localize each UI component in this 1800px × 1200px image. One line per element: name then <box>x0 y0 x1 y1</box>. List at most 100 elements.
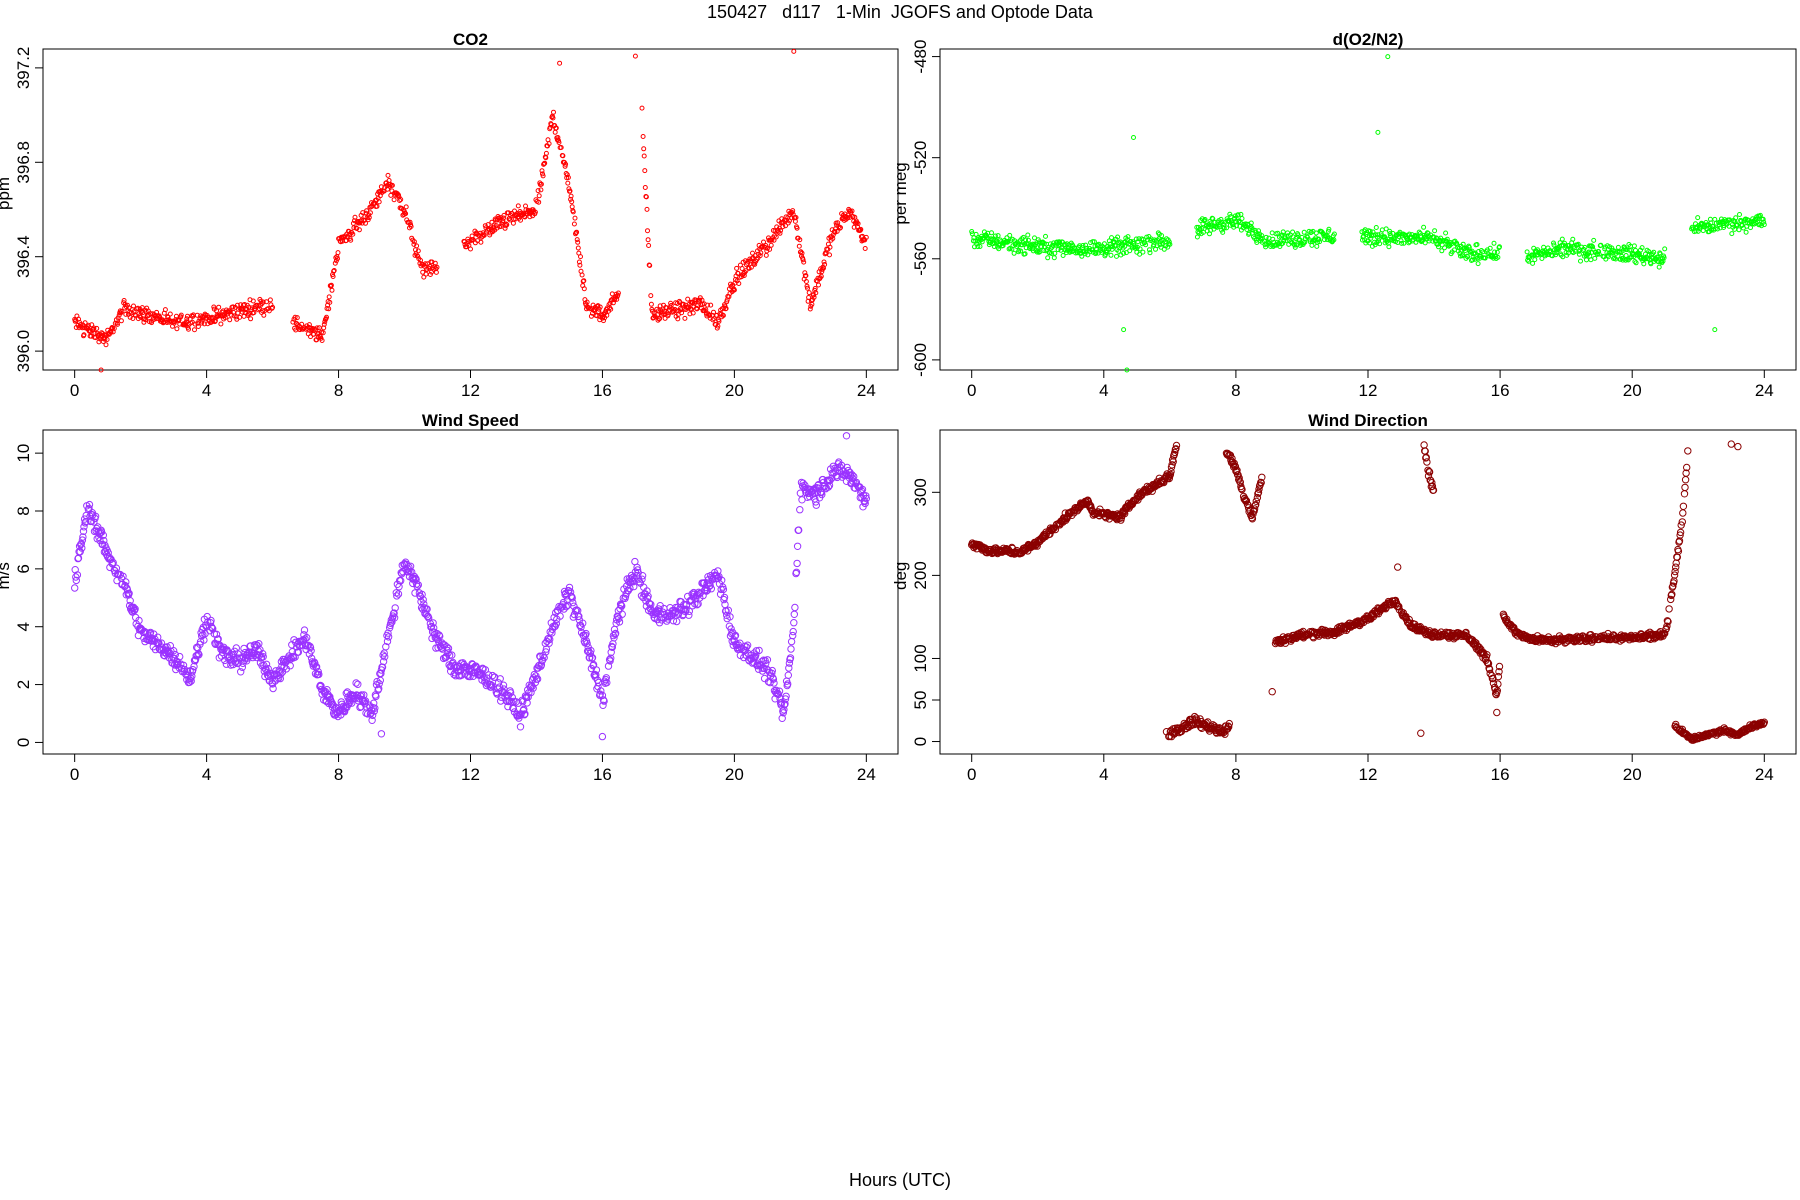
data-point <box>189 666 197 674</box>
data-point <box>510 220 516 226</box>
data-point <box>260 299 266 305</box>
data-point <box>1493 708 1501 717</box>
data-point <box>1695 215 1701 221</box>
x-tick-label: 8 <box>334 765 343 784</box>
data-point <box>1007 232 1013 238</box>
data-point <box>1297 243 1303 248</box>
data-point <box>99 330 105 336</box>
data-point <box>1401 240 1407 246</box>
data-point <box>802 270 808 276</box>
data-point <box>639 105 645 111</box>
data-point <box>1144 234 1150 240</box>
data-point <box>169 647 178 655</box>
data-point <box>615 292 621 298</box>
data-point <box>805 285 810 291</box>
data-point <box>1582 244 1588 250</box>
data-point <box>176 652 184 661</box>
scatter-points <box>72 48 869 373</box>
data-point <box>267 297 273 303</box>
data-point <box>640 134 646 139</box>
data-point <box>811 294 817 300</box>
data-point <box>1470 257 1476 263</box>
data-point <box>123 586 132 594</box>
data-point <box>739 266 745 271</box>
data-point <box>1651 249 1657 255</box>
data-point <box>360 210 366 216</box>
data-point <box>749 256 755 262</box>
x-tick-label: 4 <box>1099 381 1108 400</box>
data-point <box>576 259 582 265</box>
data-point <box>1239 216 1245 221</box>
data-point <box>752 261 758 267</box>
data-point <box>1662 246 1668 252</box>
data-point <box>1411 234 1417 240</box>
data-point <box>330 274 336 279</box>
data-point <box>1639 245 1645 251</box>
data-point <box>540 173 546 179</box>
data-point <box>77 540 86 548</box>
data-point <box>95 530 104 538</box>
data-point <box>789 627 797 636</box>
data-point <box>743 268 749 274</box>
data-point <box>569 204 575 210</box>
data-point <box>192 327 197 333</box>
data-point <box>977 244 983 249</box>
data-point <box>773 234 779 240</box>
data-point <box>292 314 298 320</box>
data-point <box>807 306 813 312</box>
data-point <box>1125 234 1131 240</box>
data-point <box>521 211 527 217</box>
data-point <box>85 500 94 509</box>
data-point <box>79 533 87 541</box>
data-point <box>1115 234 1121 240</box>
data-point <box>1421 224 1427 230</box>
data-point <box>94 325 100 331</box>
data-point <box>1043 233 1048 239</box>
data-point <box>277 670 285 678</box>
data-point <box>538 187 544 193</box>
data-point <box>1025 232 1031 238</box>
data-point <box>694 306 700 312</box>
data-point <box>1263 244 1269 250</box>
data-point <box>102 336 108 342</box>
data-point <box>604 312 610 318</box>
data-point <box>668 303 674 308</box>
data-point <box>645 237 651 243</box>
data-point <box>1202 217 1208 222</box>
data-point <box>329 287 335 293</box>
data-point <box>131 303 136 309</box>
data-point <box>168 659 177 667</box>
data-point <box>1082 251 1088 257</box>
y-axis-label: ppm <box>0 177 13 210</box>
data-point <box>374 203 380 209</box>
data-point <box>569 199 575 205</box>
data-point <box>1266 235 1272 241</box>
data-point <box>697 297 703 303</box>
data-point <box>331 268 337 273</box>
data-point <box>565 175 571 180</box>
scatter-points <box>71 432 870 741</box>
data-point <box>1596 249 1602 254</box>
data-point <box>403 211 409 217</box>
data-point <box>656 308 661 314</box>
data-point <box>793 559 801 568</box>
data-point <box>818 273 824 279</box>
data-point <box>793 215 799 220</box>
data-point <box>1041 241 1047 246</box>
data-point <box>1573 248 1578 254</box>
data-point <box>736 281 742 286</box>
data-point <box>308 334 313 340</box>
data-point <box>574 237 580 243</box>
data-point <box>1109 235 1114 241</box>
data-point <box>1420 441 1428 449</box>
data-point <box>363 220 368 226</box>
data-point <box>1422 240 1428 246</box>
data-point <box>1210 216 1216 222</box>
x-axis-label: Hours (UTC) <box>849 1170 951 1190</box>
data-point <box>1591 237 1597 243</box>
data-point <box>645 228 650 234</box>
data-point <box>1436 244 1441 250</box>
data-point <box>796 506 804 514</box>
data-point <box>1370 229 1376 235</box>
